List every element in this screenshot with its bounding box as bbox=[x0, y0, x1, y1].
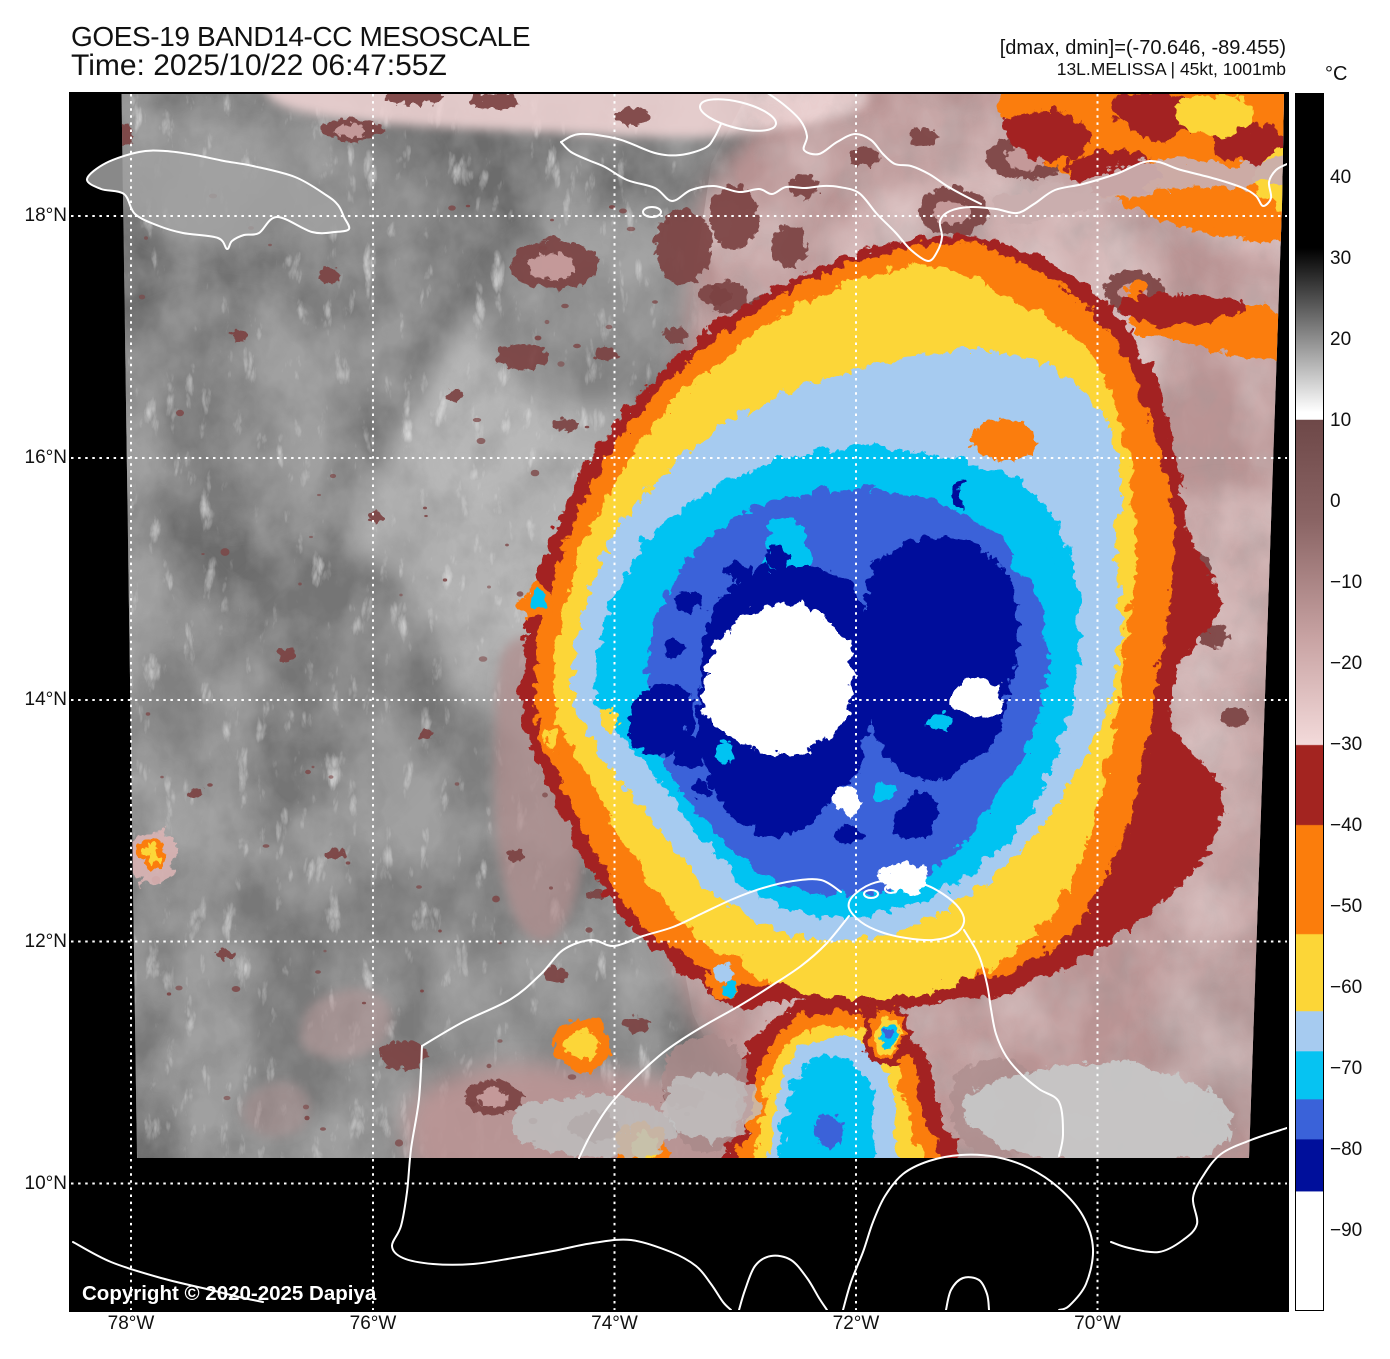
svg-text:Copyright © 2020-2025 Dapiya: Copyright © 2020-2025 Dapiya bbox=[82, 1282, 377, 1305]
